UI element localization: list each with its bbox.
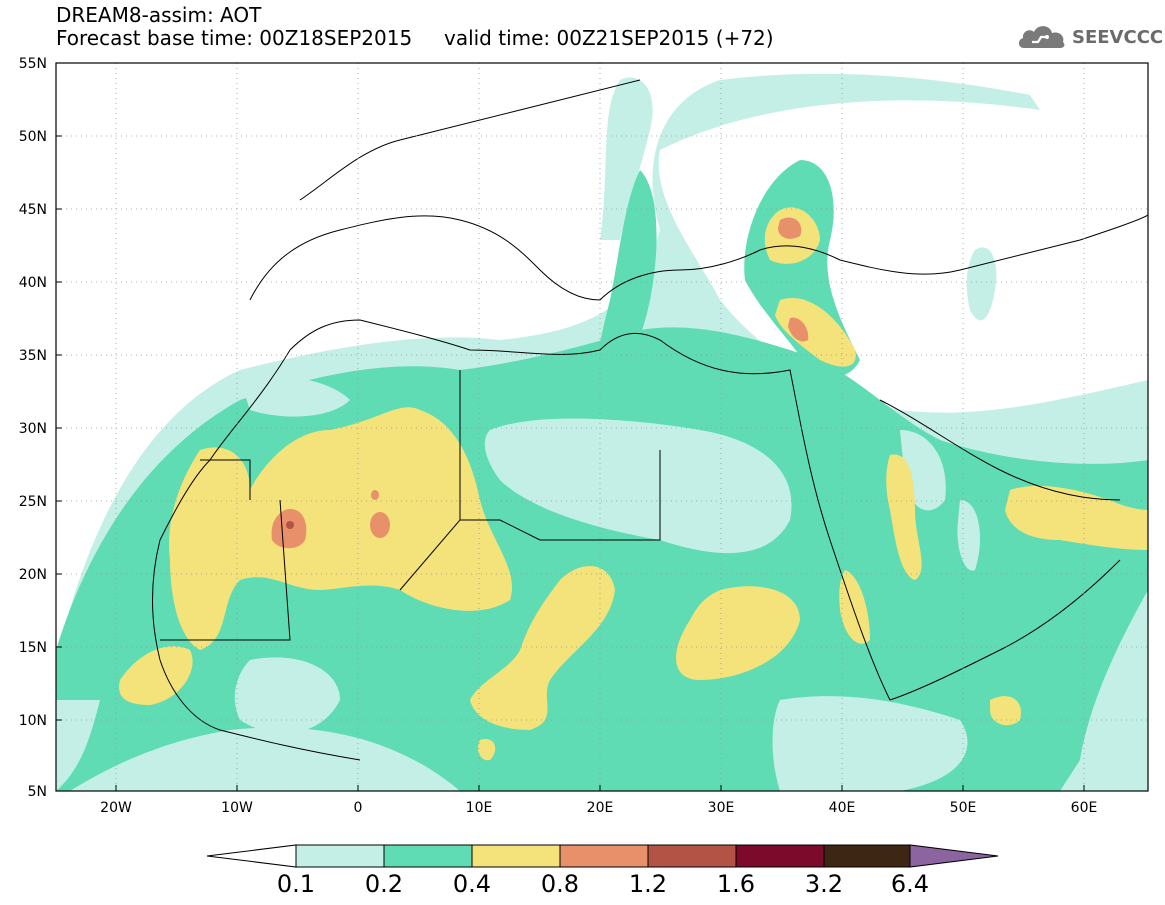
colorbar-swatch xyxy=(559,844,649,868)
lat-label: 35N xyxy=(19,348,47,364)
colorbar-label: 0.2 xyxy=(365,870,403,898)
colorbar-swatch xyxy=(735,844,825,868)
lon-label: 10E xyxy=(466,800,493,816)
colorbar-swatch xyxy=(295,844,385,868)
lon-label: 40E xyxy=(829,800,856,816)
colorbar-label: 0.8 xyxy=(541,870,579,898)
colorbar-swatch xyxy=(471,844,561,868)
lat-label: 10N xyxy=(19,713,47,729)
logo-text: SEEVCCC xyxy=(1072,26,1164,48)
lat-label: 15N xyxy=(19,640,47,656)
gridlines xyxy=(56,63,1148,791)
lat-label: 45N xyxy=(19,202,47,218)
lon-label: 60E xyxy=(1071,800,1098,816)
seevccc-logo: SEEVCCC xyxy=(1016,20,1163,54)
lon-label: 0 xyxy=(354,800,363,816)
aot-band-0.4-0.8 xyxy=(119,207,1148,761)
colorbar-label: 6.4 xyxy=(891,870,929,898)
lat-label: 25N xyxy=(19,494,47,510)
cloud-icon xyxy=(1018,26,1065,48)
lat-label: 40N xyxy=(19,275,47,291)
title-times: Forecast base time: 00Z18SEP2015 valid t… xyxy=(56,26,774,50)
lon-label: 50E xyxy=(950,800,977,816)
lat-label: 20N xyxy=(19,567,47,583)
colorbar-label: 3.2 xyxy=(805,870,843,898)
colorbar-high-arrow xyxy=(909,844,999,868)
colorbar-label: 0.1 xyxy=(277,870,315,898)
lon-label: 10W xyxy=(221,800,253,816)
aot-shading xyxy=(56,63,1148,791)
colorbar-low-arrow xyxy=(206,844,297,868)
colorbar-swatch xyxy=(823,844,911,868)
lon-label: 20E xyxy=(587,800,614,816)
colorbar: 0.1 0.2 0.4 0.8 1.2 1.6 3.2 6.4 xyxy=(206,844,999,898)
lat-label: 50N xyxy=(19,129,47,145)
map-frame xyxy=(55,62,1149,792)
lon-label: 20W xyxy=(100,800,132,816)
lat-label: 55N xyxy=(19,56,47,72)
colorbar-swatch xyxy=(647,844,737,868)
coastlines xyxy=(152,79,1148,761)
title-product: DREAM8-assim: AOT xyxy=(56,3,262,27)
aot-band-1.2-1.6 xyxy=(286,521,294,529)
map-title: DREAM8-assim: AOT Forecast base time: 00… xyxy=(56,4,774,50)
lat-label: 30N xyxy=(19,421,47,437)
axis-ticks xyxy=(56,135,1085,791)
lat-labels: 55N 50N 45N 40N 35N 30N 25N 20N 15N 10N … xyxy=(19,56,47,800)
colorbar-label: 0.4 xyxy=(453,870,491,898)
aot-band-0.8-1.2 xyxy=(271,217,809,549)
colorbar-swatch xyxy=(383,844,473,868)
lon-labels: 20W 10W 0 10E 20E 30E 40E 50E 60E xyxy=(100,800,1097,816)
colorbar-label: 1.2 xyxy=(629,870,667,898)
lat-label: 5N xyxy=(28,784,47,800)
colorbar-label: 1.6 xyxy=(717,870,755,898)
lon-label: 30E xyxy=(708,800,735,816)
